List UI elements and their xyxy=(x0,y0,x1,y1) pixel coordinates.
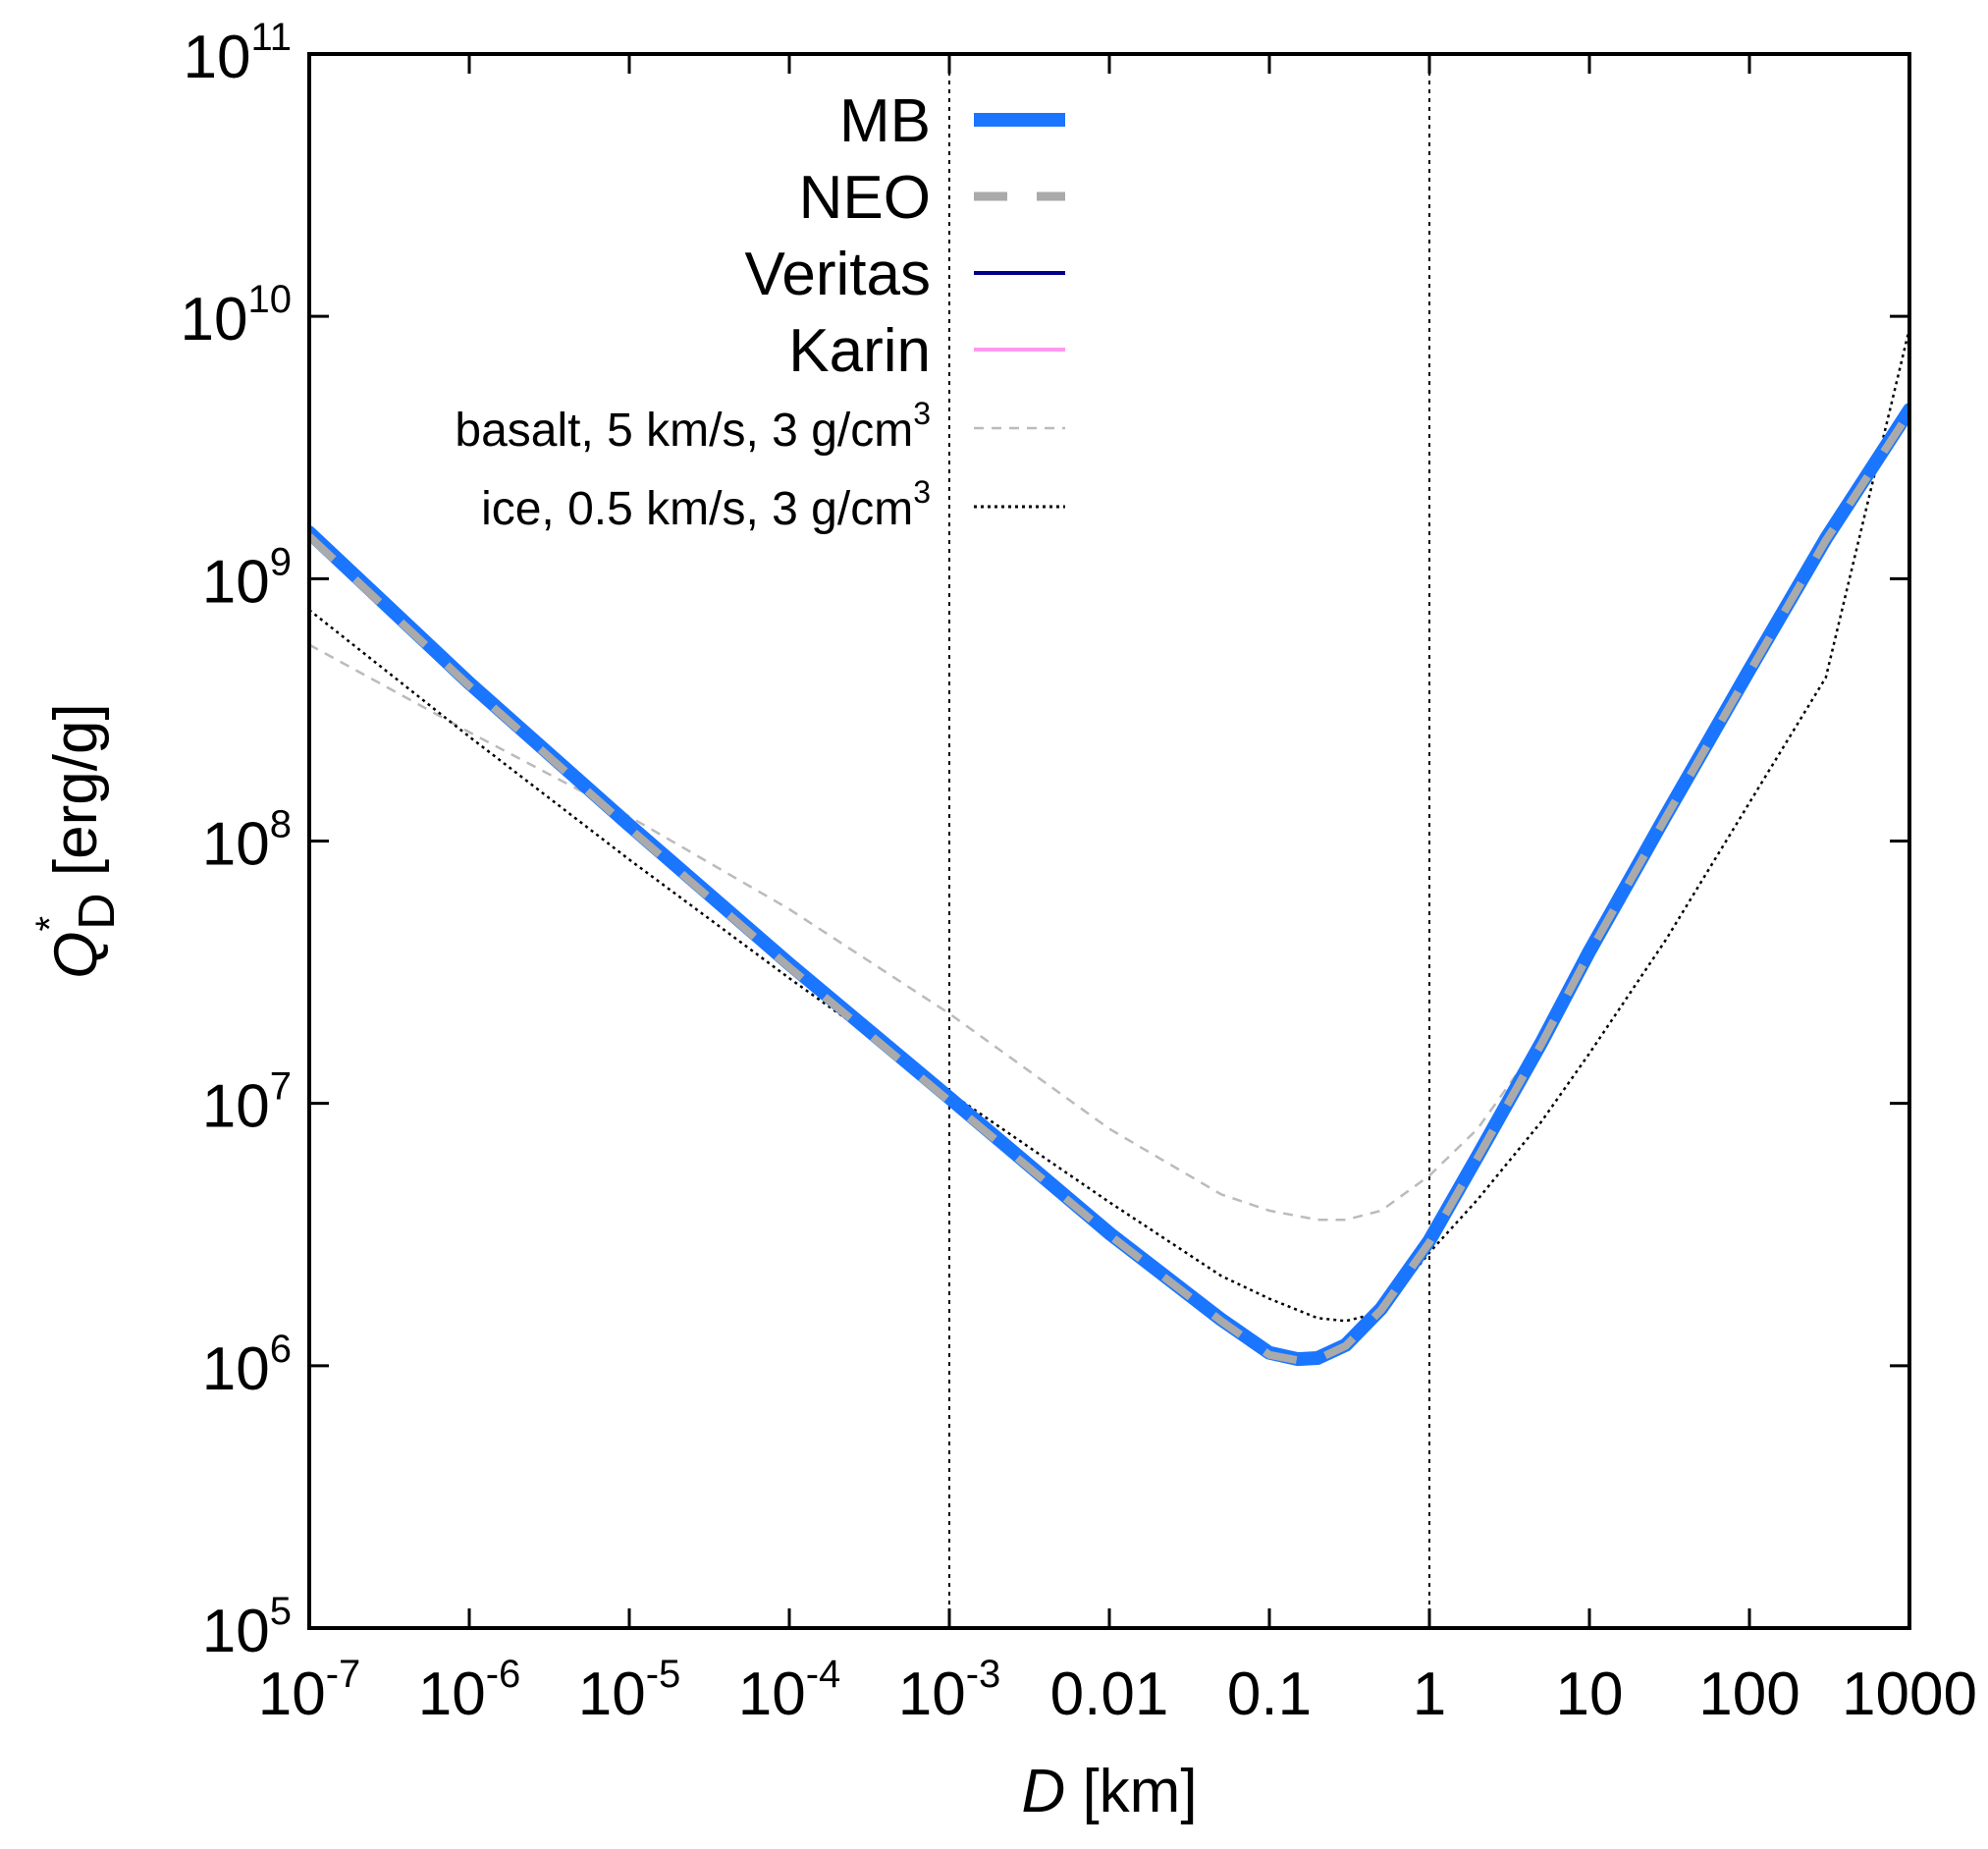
series-line-neo xyxy=(309,409,1909,1365)
x-tick-label-10: 1000 xyxy=(1842,1660,1977,1728)
x-tick-label-8: 10 xyxy=(1556,1660,1624,1728)
reference-lines xyxy=(948,54,1430,1628)
legend-label-2: Veritas xyxy=(744,241,931,308)
legend-label-3: Karin xyxy=(788,317,931,385)
plot-frame xyxy=(307,52,1911,1630)
y-tick-label-0: 105 xyxy=(202,1590,292,1665)
legend-label-1: NEO xyxy=(799,164,931,232)
legend-label-0: MB xyxy=(839,87,931,155)
y-tick-label-3: 108 xyxy=(202,803,292,879)
x-tick-label-2: 10-5 xyxy=(578,1653,681,1728)
series-line-mb xyxy=(309,403,1909,1367)
legend: MB NEO Veritas Karin basalt, 5 km/s, 3 g/cm3… xyxy=(455,87,1065,535)
tick-marks xyxy=(307,52,1911,1630)
x-tick-label-6: 0.1 xyxy=(1227,1660,1312,1728)
series-line-ice-0-5-km-s-3-g-cm xyxy=(309,328,1909,1323)
x-axis-label: D [km] xyxy=(1021,1758,1197,1825)
x-tick-label-7: 1 xyxy=(1413,1660,1446,1728)
y-tick-label-6: 1011 xyxy=(184,16,293,91)
series-group xyxy=(309,328,1909,1367)
legend-label-5: ice, 0.5 km/s, 3 g/cm3 xyxy=(481,474,931,535)
x-tick-label-0: 10-7 xyxy=(258,1653,361,1728)
y-tick-label-4: 109 xyxy=(202,540,292,616)
y-axis-label: Q*D [erg/g] xyxy=(28,703,126,978)
axis-labels: D [km] Q*D [erg/g] xyxy=(28,703,1198,1825)
legend-label-4: basalt, 5 km/s, 3 g/cm3 xyxy=(455,396,931,457)
x-tick-label-1: 10-6 xyxy=(418,1653,521,1728)
x-tick-label-3: 10-4 xyxy=(738,1653,841,1728)
tick-labels: 10-7 10-6 10-5 10-4 10-3 0.01 0.1 1 10 100 1000 105… xyxy=(181,16,1977,1728)
x-tick-label-5: 0.01 xyxy=(1050,1660,1169,1728)
x-tick-label-4: 10-3 xyxy=(898,1653,1001,1728)
y-tick-label-5: 1010 xyxy=(181,278,292,353)
x-tick-label-9: 100 xyxy=(1698,1660,1800,1728)
y-tick-label-1: 106 xyxy=(202,1328,292,1403)
y-tick-label-2: 107 xyxy=(202,1065,292,1141)
